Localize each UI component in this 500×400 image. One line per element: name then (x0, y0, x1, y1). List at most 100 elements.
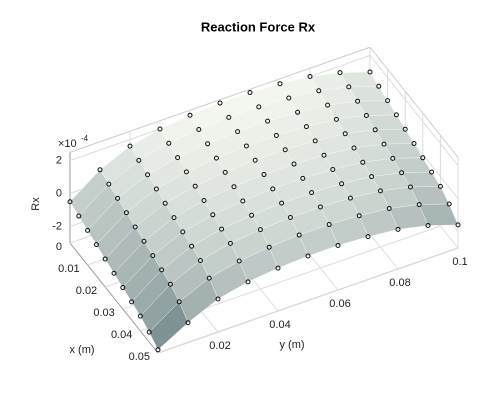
y-axis-label: y (m) (279, 339, 304, 351)
data-point (236, 258, 242, 264)
data-point (175, 155, 181, 161)
data-point (296, 232, 302, 238)
x-tick-label: 0.01 (58, 263, 79, 275)
data-point (429, 169, 435, 175)
data-point (167, 281, 173, 287)
x-tick-label: 0.03 (93, 307, 114, 319)
data-point (339, 181, 345, 187)
data-point (76, 213, 82, 219)
data-point (385, 98, 391, 104)
data-point (146, 329, 152, 335)
x-axis (69, 242, 159, 354)
data-point (390, 155, 396, 161)
data-point (206, 275, 212, 281)
data-point (365, 234, 371, 240)
data-point (325, 102, 331, 108)
data-point (307, 74, 313, 79)
data-point (360, 159, 366, 165)
data-point (369, 174, 375, 180)
data-point (162, 200, 168, 206)
data-point (166, 140, 172, 146)
data-point (399, 170, 405, 176)
data-point (129, 299, 135, 305)
y-tick-label: 0.06 (329, 298, 350, 310)
data-point (312, 138, 318, 144)
data-point (136, 157, 142, 163)
data-point (155, 347, 161, 353)
data-point (282, 147, 288, 153)
data-point (145, 172, 151, 178)
data-point (132, 224, 138, 230)
data-point (252, 157, 258, 163)
data-point (180, 229, 186, 235)
data-point (222, 169, 228, 175)
data-point (157, 126, 163, 132)
data-point (395, 226, 401, 232)
data-point (393, 112, 399, 118)
data-point (187, 112, 193, 118)
data-point (240, 198, 246, 204)
data-point (111, 270, 117, 276)
box-edge (69, 46, 371, 153)
data-point (437, 183, 443, 189)
data-point (333, 116, 339, 122)
data-point (363, 113, 369, 118)
z-multiplier-exponent: -4 (81, 134, 89, 143)
data-point (321, 152, 327, 158)
data-point (376, 83, 382, 89)
grid-line (369, 55, 459, 166)
data-point (347, 195, 353, 201)
data-point (342, 131, 348, 137)
box-edge (369, 46, 459, 158)
data-point (337, 70, 343, 76)
data-point (317, 204, 323, 210)
data-point (256, 104, 262, 110)
data-point (97, 167, 103, 173)
x-tick-label: 0.04 (111, 329, 132, 341)
data-point (183, 169, 189, 175)
z-multiplier: ×10 (58, 138, 77, 150)
data-point (235, 129, 241, 135)
data-point (330, 167, 336, 172)
data-point (185, 320, 191, 326)
data-point (261, 172, 267, 178)
data-point (300, 175, 306, 181)
data-point (159, 267, 165, 273)
data-point (153, 186, 159, 192)
z-tick-label: -2 (52, 220, 62, 232)
data-point (171, 215, 177, 221)
data-point (446, 201, 452, 207)
data-point (231, 184, 237, 190)
data-point (411, 141, 417, 146)
y-tick-label: 0.08 (389, 277, 410, 289)
data-point (243, 143, 249, 149)
data-point (115, 195, 121, 201)
data-point (356, 213, 362, 219)
data-point (346, 84, 352, 90)
data-point (210, 212, 216, 218)
data-point (407, 184, 413, 190)
y-tick-label: 0.04 (269, 319, 290, 331)
chart-title: Reaction Force Rx (201, 19, 316, 34)
data-point (205, 141, 211, 147)
data-point (245, 279, 251, 285)
data-point (141, 238, 147, 244)
data-point (377, 188, 383, 194)
data-point (192, 183, 198, 189)
x-tick-label: 0.02 (76, 285, 97, 297)
data-point (273, 132, 279, 138)
x-axis-label: x (m) (69, 344, 94, 356)
data-point (197, 258, 203, 263)
z-tick-label: 0 (56, 187, 62, 199)
data-point (316, 88, 322, 94)
data-point (291, 161, 297, 167)
data-point (120, 285, 126, 291)
data-point (67, 199, 73, 205)
data-point (257, 227, 263, 233)
data-point (247, 90, 253, 96)
data-point (416, 202, 422, 208)
data-point (335, 242, 341, 248)
data-point (123, 210, 129, 216)
data-point (266, 244, 272, 250)
